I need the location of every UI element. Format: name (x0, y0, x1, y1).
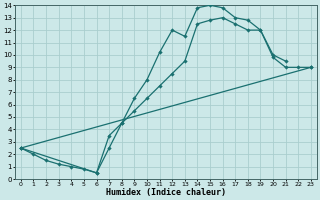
X-axis label: Humidex (Indice chaleur): Humidex (Indice chaleur) (106, 188, 226, 197)
